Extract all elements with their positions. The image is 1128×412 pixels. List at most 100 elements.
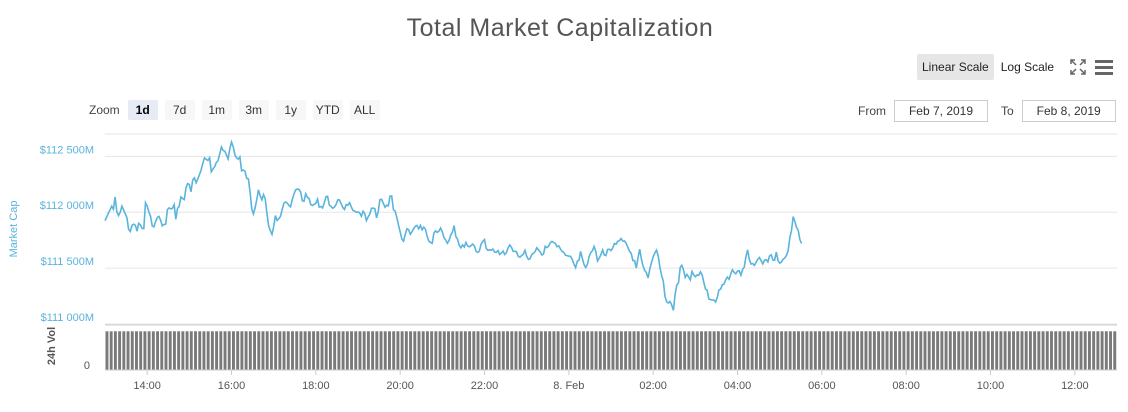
x-tick-label: 16:00 (218, 380, 246, 392)
volume-bar (472, 331, 476, 370)
volume-bar (489, 331, 493, 370)
volume-bar (733, 331, 737, 370)
zoom-all-button[interactable]: ALL (349, 100, 380, 120)
zoom-label: Zoom (89, 103, 120, 117)
volume-bar (801, 331, 805, 370)
volume-bar (704, 331, 708, 370)
x-tick-label: 14:00 (133, 380, 161, 392)
volume-bar (303, 331, 307, 370)
volume-bar (312, 331, 316, 370)
zoom-ytd-button[interactable]: YTD (312, 100, 343, 120)
volume-bar (1028, 331, 1032, 370)
volume-bar (573, 331, 577, 370)
volume-bar (995, 331, 999, 370)
volume-bar (438, 331, 442, 370)
to-date-input[interactable] (1021, 100, 1116, 122)
x-tick-label: 04:00 (724, 380, 752, 392)
volume-bar (510, 331, 514, 370)
volume-bar (514, 331, 518, 370)
volume-bar (535, 331, 539, 370)
zoom-1m-button[interactable]: 1m (201, 100, 232, 120)
volume-bar (1083, 331, 1087, 370)
volume-bar (775, 331, 779, 370)
volume-bar (877, 331, 881, 370)
linear-scale-button[interactable]: Linear Scale (917, 54, 994, 80)
volume-bar (721, 331, 725, 370)
volume-bar (830, 331, 834, 370)
volume-bar (430, 331, 434, 370)
volume-bar (413, 331, 417, 370)
volume-bar (1066, 331, 1070, 370)
zoom-1y-button[interactable]: 1y (275, 100, 306, 120)
volume-bar (742, 331, 746, 370)
x-tick-label: 22:00 (471, 380, 499, 392)
zoom-3m-button[interactable]: 3m (238, 100, 269, 120)
volume-bar (556, 331, 560, 370)
volume-bar (839, 331, 843, 370)
volume-bar (109, 331, 113, 370)
volume-bar (341, 331, 345, 370)
volume-bar (383, 331, 387, 370)
range-from: From (858, 100, 988, 122)
volume-bar (345, 331, 349, 370)
volume-bar (337, 331, 341, 370)
fullscreen-icon[interactable] (1069, 58, 1087, 76)
volume-bar (670, 331, 674, 370)
volume-bar (168, 331, 172, 370)
hamburger-menu-icon[interactable] (1095, 58, 1114, 76)
volume-bar (219, 331, 223, 370)
volume-bar (236, 331, 240, 370)
volume-bar (603, 331, 606, 370)
volume-bar (421, 331, 425, 370)
volume-bar (172, 331, 176, 370)
volume-bar (1109, 331, 1112, 370)
volume-bar (619, 331, 623, 370)
volume-bar (565, 331, 569, 370)
volume-bar (767, 331, 771, 370)
x-tick-label: 08:00 (892, 380, 920, 392)
volume-bar (792, 331, 796, 370)
volume-y-tick-label: 0 (84, 360, 90, 372)
volume-bar (185, 331, 189, 370)
zoom-7d-button[interactable]: 7d (164, 100, 195, 120)
volume-bar (476, 331, 480, 370)
volume-bar (501, 331, 505, 370)
y-tick-label: $111 000M (41, 312, 94, 324)
volume-bar (151, 331, 155, 370)
volume-bar (227, 331, 231, 370)
x-tick-label: 20:00 (386, 380, 414, 392)
zoom-1d-button[interactable]: 1d (127, 100, 158, 120)
volume-bar (493, 331, 497, 370)
volume-bar (902, 331, 906, 370)
volume-bar (282, 331, 286, 370)
volume-bar (927, 331, 931, 370)
volume-bar (598, 331, 602, 370)
from-date-input[interactable] (894, 100, 988, 122)
volume-bar (147, 331, 151, 370)
volume-bar (400, 331, 404, 370)
volume-bar (965, 331, 969, 370)
volume-bar (156, 331, 160, 370)
volume-bar (957, 331, 961, 370)
volume-bar (678, 331, 682, 370)
log-scale-button[interactable]: Log Scale (1000, 60, 1055, 74)
volume-bar (1062, 331, 1066, 370)
volume-bar (544, 331, 547, 370)
volume-bar (253, 331, 256, 370)
volume-bar (885, 331, 889, 370)
volume-bar (295, 331, 299, 370)
volume-bar (712, 331, 716, 370)
volume-bar (586, 331, 590, 370)
volume-bar (936, 331, 940, 370)
volume-bar (1020, 331, 1024, 370)
volume-bar (843, 331, 847, 370)
volume-bar (915, 331, 919, 370)
volume-bar (910, 331, 914, 370)
volume-bar (881, 331, 885, 370)
volume-bar (404, 331, 408, 370)
volume-bar (269, 331, 273, 370)
volume-bar (139, 331, 143, 370)
volume-bar (759, 331, 762, 370)
volume-bar (569, 331, 573, 370)
volume-bar (1092, 331, 1096, 370)
